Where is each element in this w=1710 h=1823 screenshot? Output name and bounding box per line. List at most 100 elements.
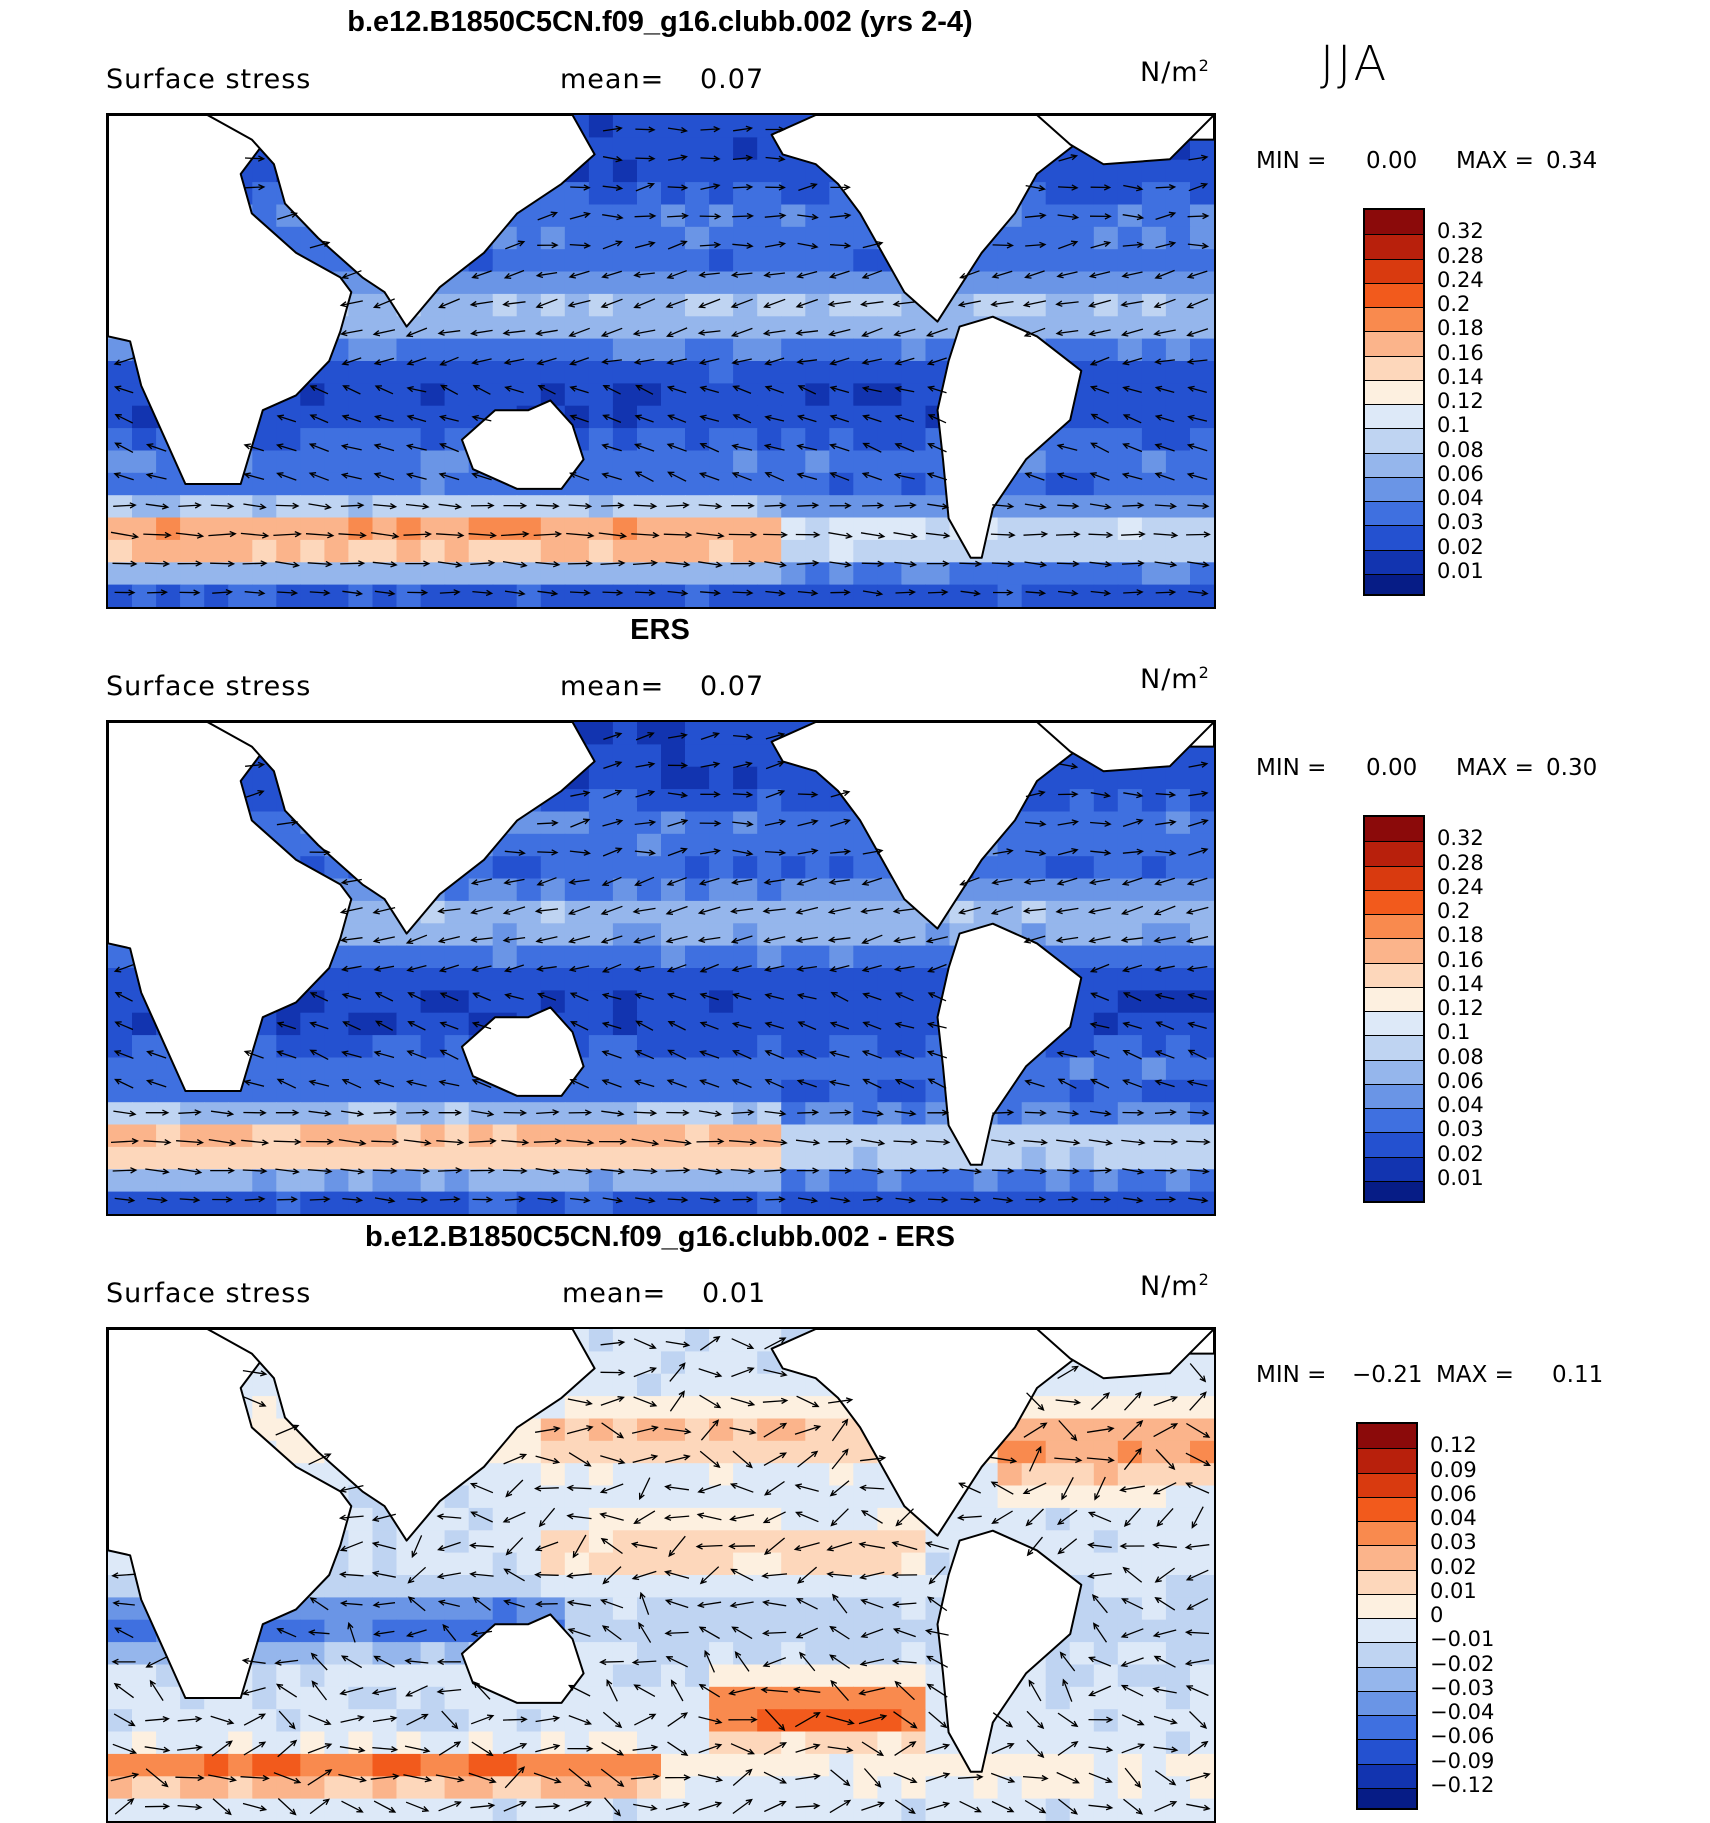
field-cell bbox=[853, 1686, 878, 1710]
stress-vector bbox=[730, 327, 753, 337]
field-cell bbox=[588, 1575, 614, 1598]
field-cell bbox=[612, 1485, 638, 1509]
stress-vector bbox=[208, 1138, 237, 1147]
field-cell bbox=[300, 584, 325, 607]
field-cell bbox=[612, 539, 638, 563]
colorbar-swatch bbox=[1365, 938, 1423, 964]
stress-vector bbox=[1058, 184, 1079, 191]
field-cell bbox=[925, 338, 951, 362]
field-cell bbox=[612, 226, 638, 250]
stress-vector bbox=[698, 1683, 721, 1698]
field-cell bbox=[685, 115, 710, 138]
field-cell bbox=[1117, 226, 1143, 250]
stress-vector bbox=[829, 1625, 850, 1640]
field-cell bbox=[132, 584, 157, 607]
stress-vector bbox=[340, 878, 362, 886]
field-cell bbox=[1165, 1575, 1191, 1598]
field-cell bbox=[805, 249, 830, 273]
field-cell bbox=[661, 1373, 686, 1397]
field-cell bbox=[1190, 968, 1214, 991]
stress-vector bbox=[1024, 561, 1048, 568]
stress-vector bbox=[305, 532, 335, 539]
panel-3-map bbox=[106, 1327, 1216, 1823]
field-cell bbox=[781, 1418, 806, 1442]
stress-vector bbox=[144, 560, 171, 567]
stress-vector bbox=[1055, 531, 1081, 538]
colorbar-swatch bbox=[1365, 817, 1423, 843]
stress-vector bbox=[469, 300, 494, 308]
stress-vector bbox=[276, 1021, 296, 1030]
stress-vector bbox=[990, 1772, 1016, 1784]
stress-vector bbox=[1024, 1109, 1047, 1117]
stress-vector bbox=[502, 906, 526, 915]
stress-vector bbox=[634, 471, 654, 482]
field-cell bbox=[1117, 428, 1143, 452]
colorbar-swatch bbox=[1358, 1642, 1416, 1668]
field-cell bbox=[420, 1191, 446, 1214]
stress-vector bbox=[1058, 589, 1079, 597]
stress-vector bbox=[210, 1167, 235, 1174]
field-cell bbox=[901, 945, 926, 969]
field-cell bbox=[420, 584, 446, 607]
stress-vector bbox=[1057, 1078, 1077, 1089]
colorbar-swatch bbox=[1365, 428, 1423, 454]
land-mass bbox=[460, 399, 585, 490]
stress-vector bbox=[535, 1743, 561, 1753]
stress-vector bbox=[1057, 847, 1079, 856]
stress-vector bbox=[342, 1196, 364, 1204]
field-cell bbox=[156, 472, 181, 496]
field-cell bbox=[1093, 472, 1119, 496]
field-cell bbox=[949, 1191, 975, 1214]
stress-vector bbox=[537, 1196, 559, 1204]
field-cell bbox=[324, 1798, 349, 1821]
field-cell bbox=[661, 1191, 686, 1214]
field-cell bbox=[1165, 316, 1191, 340]
field-cell bbox=[276, 495, 301, 519]
stress-vector bbox=[764, 819, 787, 827]
stress-vector bbox=[928, 1566, 946, 1585]
stress-vector bbox=[632, 907, 656, 915]
field-cell bbox=[661, 1124, 686, 1148]
stress-vector bbox=[959, 877, 980, 886]
field-cell bbox=[1069, 1530, 1095, 1554]
field-cell bbox=[781, 1753, 806, 1777]
field-cell bbox=[564, 1575, 590, 1598]
field-cell bbox=[1093, 428, 1119, 452]
field-cell bbox=[637, 428, 662, 452]
field-cell bbox=[1165, 1418, 1191, 1442]
stress-vector bbox=[504, 1195, 526, 1203]
field-cell bbox=[733, 900, 758, 924]
field-cell bbox=[1165, 856, 1191, 880]
stress-vector bbox=[570, 790, 591, 797]
field-cell bbox=[108, 1753, 133, 1777]
field-cell bbox=[516, 1530, 542, 1554]
field-cell bbox=[444, 1057, 470, 1081]
stress-vector bbox=[113, 502, 137, 509]
stress-vector bbox=[667, 732, 688, 739]
stress-vector bbox=[112, 1600, 135, 1607]
panel-3-units: N/m2 bbox=[1140, 1270, 1210, 1302]
field-cell bbox=[1190, 945, 1214, 969]
field-cell bbox=[709, 945, 734, 969]
field-cell bbox=[204, 1753, 229, 1777]
field-cell bbox=[564, 249, 590, 273]
stress-vector bbox=[144, 1746, 171, 1753]
field-cell bbox=[1093, 968, 1119, 991]
field-cell bbox=[805, 316, 830, 340]
field-cell bbox=[516, 1169, 542, 1193]
field-cell bbox=[1141, 1440, 1167, 1464]
colorbar-tick-label: 0.03 bbox=[1437, 1117, 1484, 1142]
field-cell bbox=[877, 1146, 902, 1170]
field-cell bbox=[276, 450, 301, 474]
stress-vector bbox=[669, 1390, 685, 1412]
field-cell bbox=[901, 1169, 926, 1193]
field-cell bbox=[612, 1191, 638, 1214]
field-cell bbox=[348, 1507, 373, 1531]
stress-vector bbox=[1188, 1196, 1209, 1204]
stress-vector bbox=[829, 385, 850, 394]
field-cell bbox=[757, 249, 782, 273]
field-cell bbox=[853, 1102, 878, 1126]
field-cell bbox=[1141, 338, 1167, 362]
field-cell bbox=[733, 1798, 758, 1821]
stress-vector bbox=[762, 1397, 789, 1405]
